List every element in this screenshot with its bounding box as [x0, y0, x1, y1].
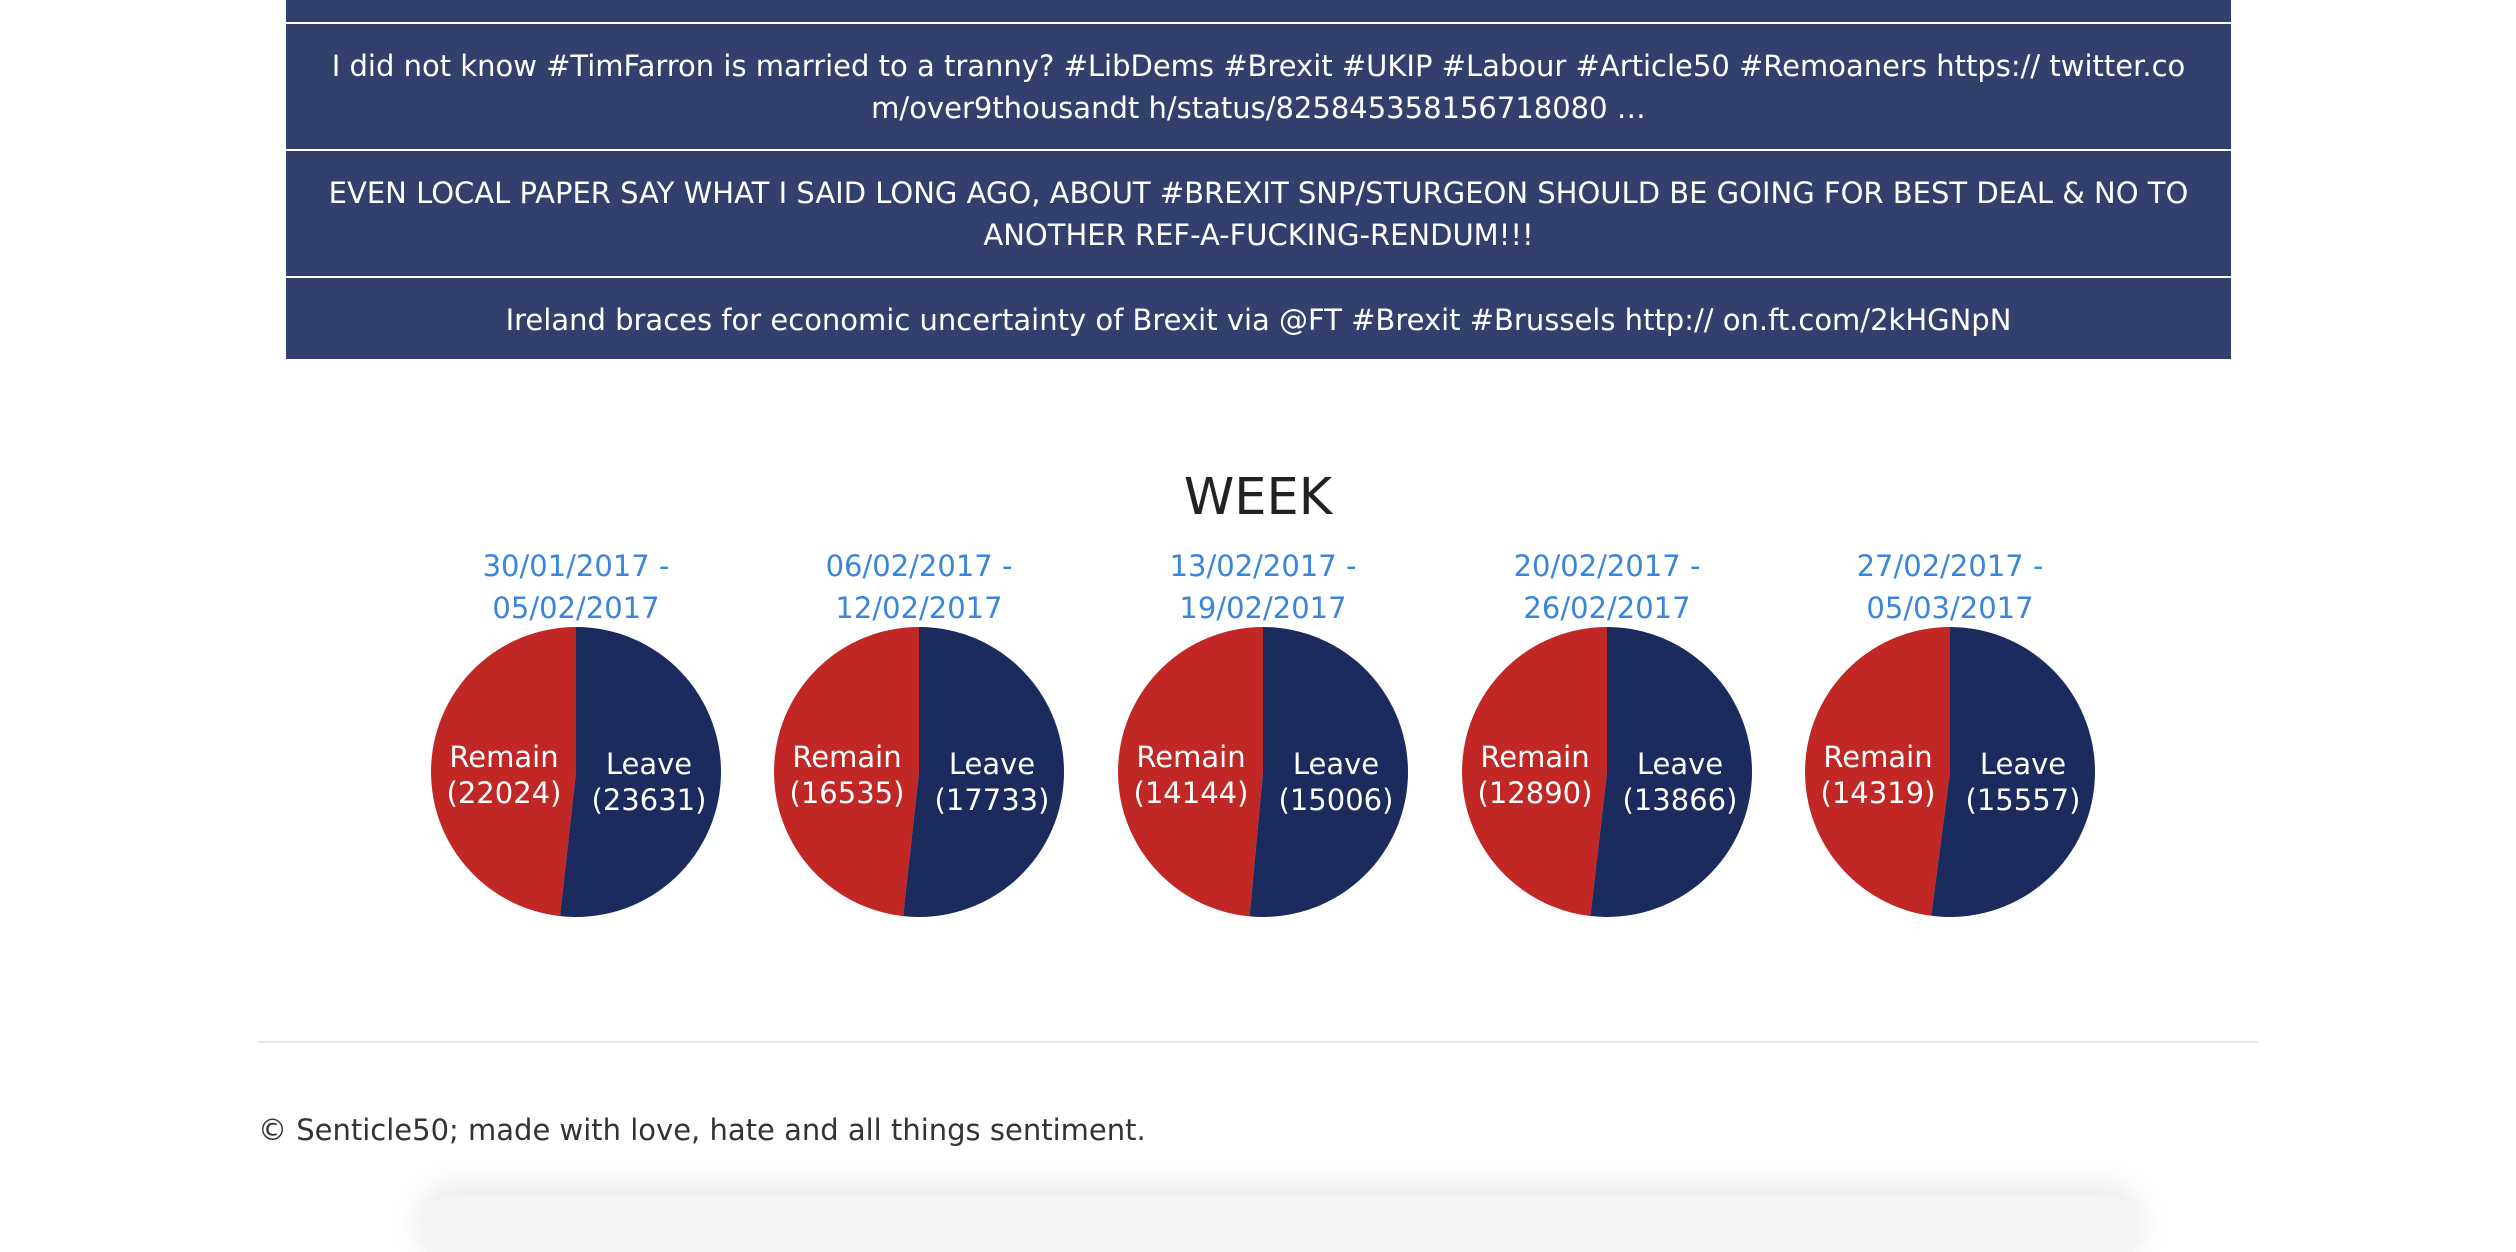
pie-slice-remain — [1462, 627, 1607, 917]
pie-value-leave: (23631) — [592, 783, 707, 817]
section-title: WEEK — [1183, 468, 1333, 527]
pie-slice-leave — [1931, 627, 2095, 917]
pie-value-remain: (16535) — [790, 776, 905, 810]
pie-chart: 06/02/2017 - 12/02/2017 Remain (16535) Leav… — [749, 545, 1089, 925]
pie-slice-remain — [1118, 627, 1263, 917]
pie-value-remain: (14144) — [1134, 776, 1249, 810]
tweet-row: EVEN LOCAL PAPER SAY WHAT I SAID LONG AG… — [286, 149, 2231, 276]
pie-value-remain: (22024) — [447, 776, 562, 810]
week-range-link[interactable]: 13/02/2017 - 19/02/2017 — [1169, 549, 1357, 625]
pie-slice-remain — [774, 627, 919, 917]
pie-slice-remain — [1805, 627, 1950, 916]
pie-label-remain: Remain — [792, 740, 901, 774]
pie-label-leave: Leave — [606, 747, 692, 781]
pie-value-leave: (17733) — [935, 783, 1050, 817]
pie-svg: Remain(14144) Leave(15006) — [1118, 627, 1409, 917]
pie-slice-leave — [559, 627, 721, 917]
pie-chart: 27/02/2017 - 05/03/2017 Remain (14319) Leav… — [1780, 545, 2120, 925]
pie-chart: 20/02/2017 - 26/02/2017 Remain (12890) Leav… — [1437, 545, 1777, 925]
pie-label-leave: Leave — [1980, 747, 2066, 781]
footer-divider — [258, 1041, 2258, 1043]
pie-label-leave: Leave — [949, 747, 1035, 781]
week-range-link[interactable]: 06/02/2017 - 12/02/2017 — [825, 549, 1013, 625]
pie-chart: 13/02/2017 - 19/02/2017 Remain (14144) Leav… — [1093, 545, 1433, 925]
footer-text: © Senticle50; made with love, hate and a… — [258, 1113, 1146, 1147]
pie-slice-leave — [1590, 627, 1752, 917]
pie-value-leave: (15557) — [1966, 783, 2081, 817]
bottom-bar — [420, 1195, 2140, 1252]
pie-label-remain: Remain — [1136, 740, 1245, 774]
pie-value-leave: (15006) — [1279, 783, 1394, 817]
pie-label-remain: Remain — [1480, 740, 1589, 774]
pie-svg: Remain(22024) Leave(23631) — [431, 627, 721, 917]
pie-svg: Remain(14319) Leave(15557) — [1805, 627, 2095, 917]
tweet-row-partial — [286, 0, 2231, 22]
pie-label-remain: Remain — [449, 740, 558, 774]
tweet-row: I did not know #TimFarron is married to … — [286, 22, 2231, 149]
pie-label-remain: Remain — [1823, 740, 1932, 774]
tweet-list: I did not know #TimFarron is married to … — [286, 0, 2231, 359]
pie-value-leave: (13866) — [1623, 783, 1738, 817]
pie-slice-leave — [1249, 627, 1409, 917]
pie-slice-leave — [903, 627, 1064, 917]
pie-label-leave: Leave — [1293, 747, 1379, 781]
week-range-link[interactable]: 27/02/2017 - 05/03/2017 — [1856, 549, 2044, 625]
pie-slice-remain — [431, 627, 576, 917]
pie-label-leave: Leave — [1637, 747, 1723, 781]
pie-chart: 30/01/2017 - 05/02/2017 Remain (22024) Leav… — [406, 545, 746, 925]
week-range-link[interactable]: 20/02/2017 - 26/02/2017 — [1513, 549, 1701, 625]
pie-value-remain: (12890) — [1478, 776, 1593, 810]
pie-value-remain: (14319) — [1821, 776, 1936, 810]
tweet-row: Ireland braces for economic uncertainty … — [286, 276, 2231, 359]
pie-svg: Remain(16535) Leave(17733) — [774, 627, 1064, 917]
week-range-link[interactable]: 30/01/2017 - 05/02/2017 — [482, 549, 670, 625]
pie-svg: Remain(12890) Leave(13866) — [1462, 627, 1752, 917]
